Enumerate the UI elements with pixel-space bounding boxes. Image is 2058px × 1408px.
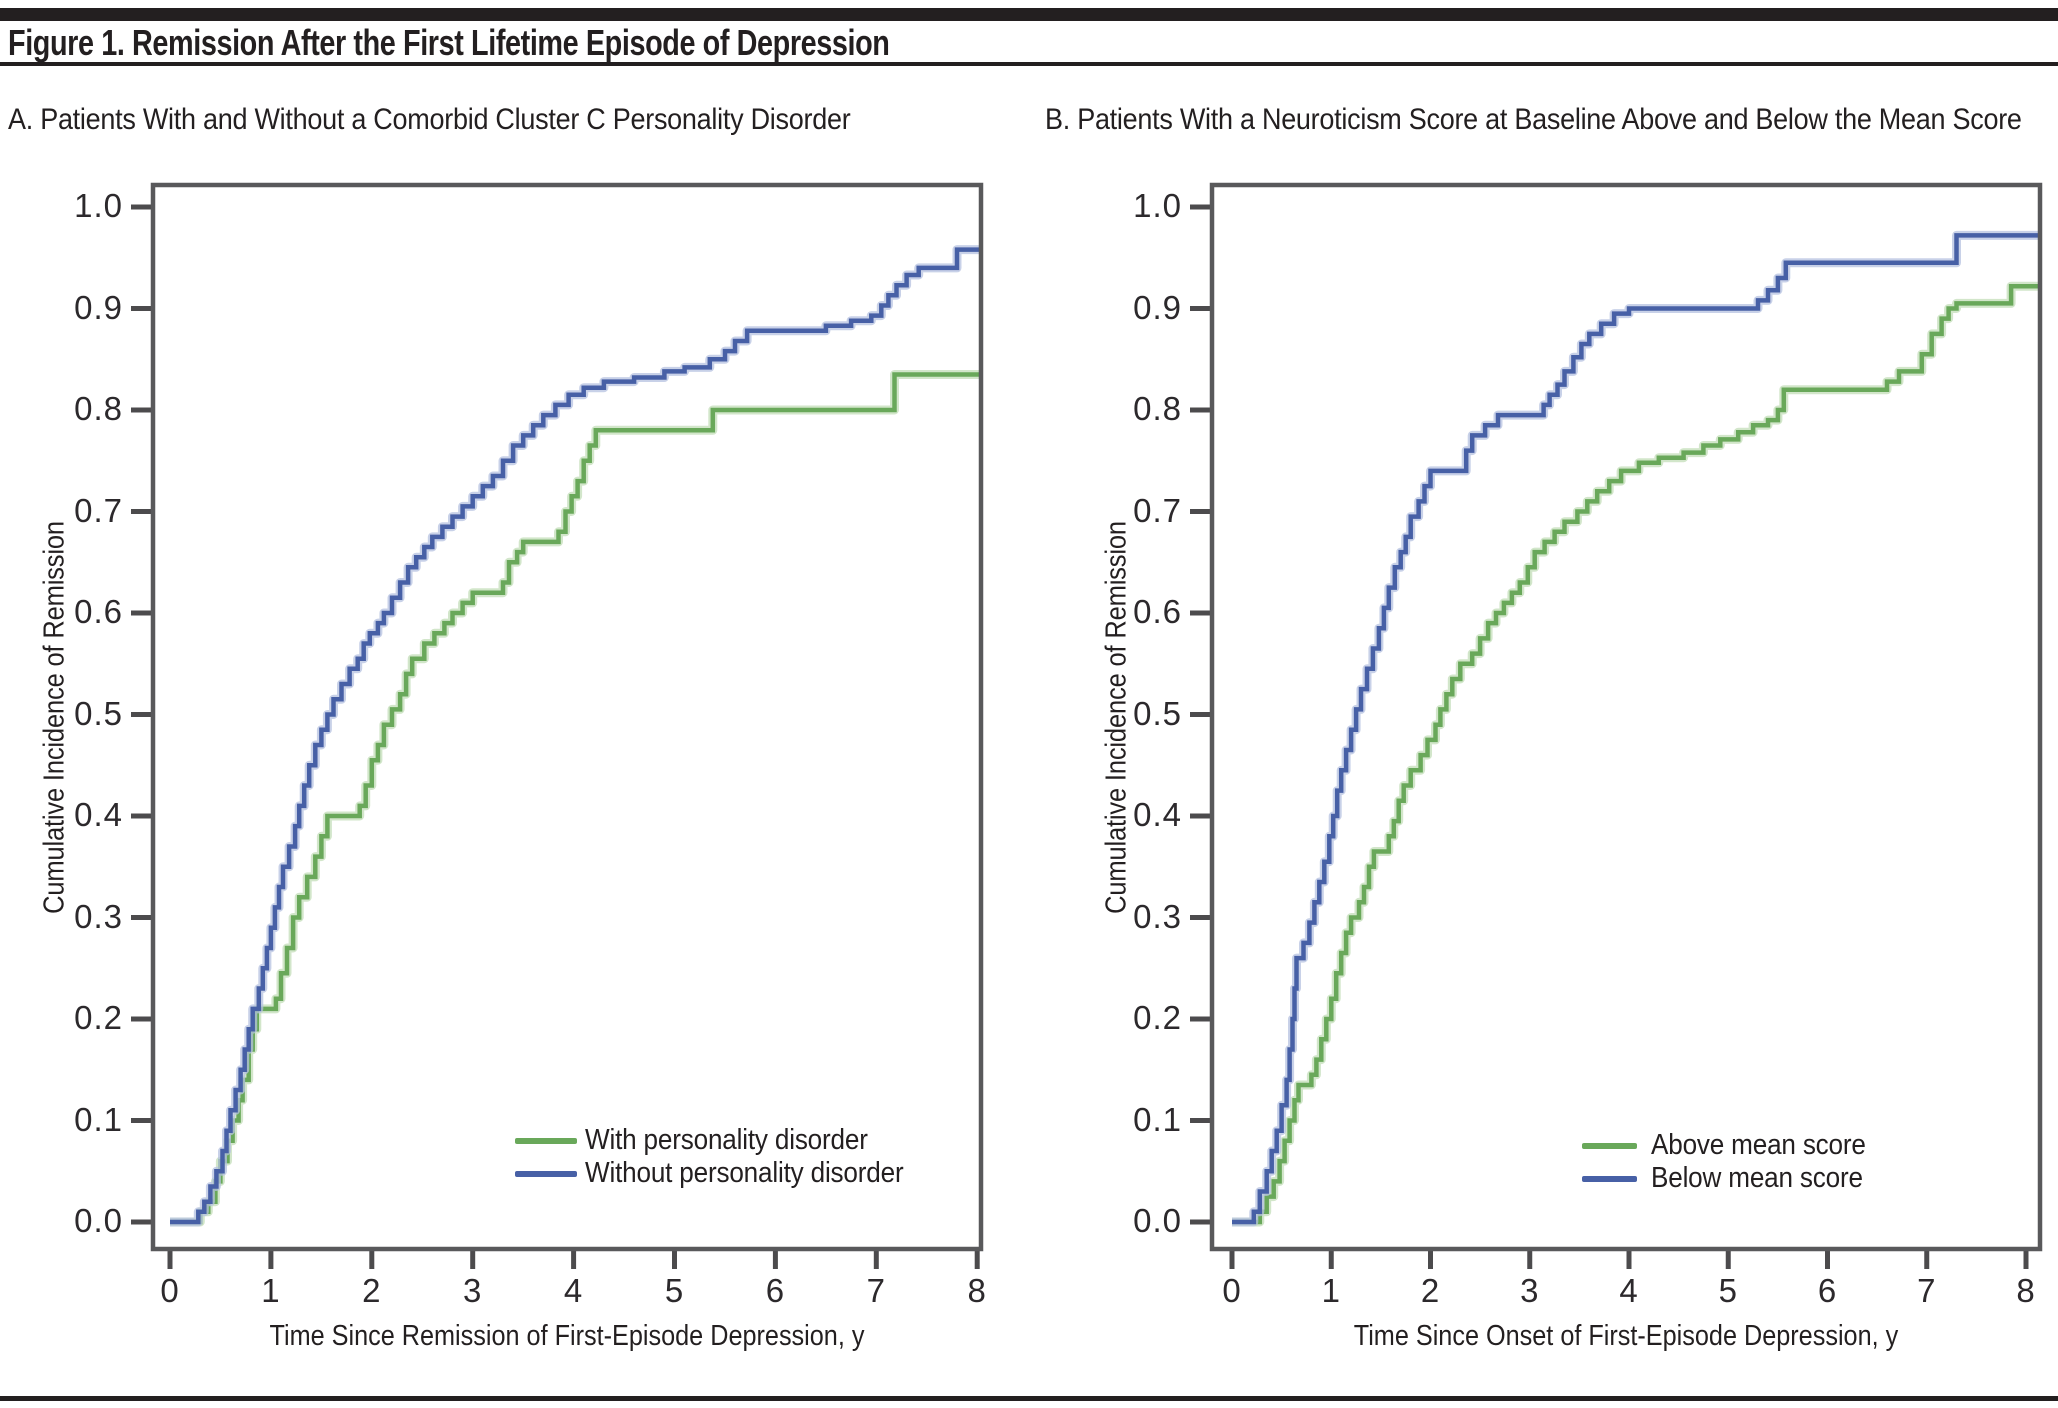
legend-label: Without personality disorder	[585, 1157, 904, 1189]
y-tick-label: 0.8	[74, 390, 123, 427]
figure-title: Figure 1. Remission After the First Life…	[8, 22, 890, 63]
x-tick-label: 2	[1420, 1272, 1441, 1309]
panel-b-legend: Above mean score Below mean score	[1582, 1129, 1890, 1195]
x-tick-label: 5	[1718, 1272, 1738, 1309]
x-tick-label: 6	[765, 1272, 786, 1309]
legend-row: With personality disorder	[515, 1124, 939, 1157]
y-tick-label: 0.3	[74, 897, 123, 935]
green-line-swatch	[515, 1137, 577, 1144]
x-tick-label: 7	[1917, 1272, 1937, 1309]
x-tick-label: 5	[664, 1272, 685, 1309]
x-tick-label: 0	[1222, 1272, 1242, 1309]
x-tick-label: 3	[463, 1272, 483, 1309]
x-tick-label: 4	[563, 1272, 584, 1309]
y-tick-label: 0.2	[74, 999, 123, 1036]
x-tick-label: 8	[2016, 1272, 2036, 1309]
panel-a-title: A. Patients With and Without a Comorbid …	[8, 103, 851, 136]
y-tick-label: 0.4	[74, 796, 123, 833]
y-tick-label: 0.5	[1133, 694, 1182, 732]
y-tick-label: 1.0	[74, 187, 123, 224]
legend-row: Above mean score	[1582, 1129, 1890, 1162]
panel-a-legend: With personality disorder Without person…	[515, 1124, 939, 1190]
legend-label: With personality disorder	[585, 1124, 868, 1156]
figure-top-bar	[0, 8, 2058, 21]
y-tick-label: 0.7	[74, 491, 123, 529]
title-rule	[0, 62, 2058, 66]
legend-label: Below mean score	[1651, 1162, 1863, 1194]
legend-label: Above mean score	[1651, 1129, 1866, 1161]
y-tick-label: 0.0	[74, 1202, 123, 1239]
y-tick-label: 0.2	[1133, 999, 1182, 1036]
panel-b-x-axis-title: Time Since Onset of First-Episode Depres…	[1353, 1320, 1899, 1352]
y-tick-label: 0.1	[1133, 1100, 1182, 1138]
y-tick-label: 0.0	[1133, 1202, 1182, 1239]
x-tick-label: 6	[1817, 1272, 1838, 1309]
x-tick-label: 1	[261, 1272, 281, 1309]
y-tick-label: 0.5	[74, 694, 123, 732]
x-tick-label: 7	[866, 1272, 886, 1309]
panel-a-x-axis-title: Time Since Remission of First-Episode De…	[269, 1320, 865, 1352]
x-tick-label: 0	[160, 1272, 180, 1309]
x-tick-label: 4	[1619, 1272, 1639, 1309]
y-tick-label: 0.3	[1133, 897, 1182, 935]
panel-b-title: B. Patients With a Neuroticism Score at …	[1045, 103, 2022, 136]
figure-bottom-rule	[0, 1396, 2058, 1401]
y-tick-label: 0.4	[1133, 796, 1182, 833]
y-tick-label: 0.6	[1133, 593, 1182, 630]
y-tick-label: 0.1	[74, 1100, 123, 1138]
y-tick-label: 1.0	[1133, 187, 1182, 224]
green-line-swatch	[1582, 1142, 1637, 1149]
blue-line-swatch	[1582, 1175, 1637, 1182]
legend-row: Without personality disorder	[515, 1157, 939, 1190]
x-tick-label: 8	[967, 1272, 987, 1309]
y-tick-label: 0.9	[74, 288, 123, 326]
y-tick-label: 0.7	[1133, 491, 1182, 529]
x-tick-label: 1	[1321, 1272, 1341, 1309]
x-tick-label: 3	[1520, 1272, 1540, 1309]
y-tick-label: 0.8	[1133, 390, 1182, 427]
y-tick-label: 0.9	[1133, 288, 1182, 326]
x-tick-label: 2	[362, 1272, 382, 1309]
legend-row: Below mean score	[1582, 1162, 1890, 1195]
y-tick-label: 0.6	[74, 593, 123, 630]
blue-line-swatch	[515, 1170, 577, 1177]
